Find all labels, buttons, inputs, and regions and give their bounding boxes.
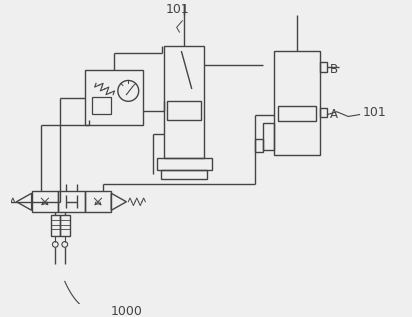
Bar xyxy=(58,191,85,212)
Text: 1000: 1000 xyxy=(110,305,142,317)
Bar xyxy=(157,158,212,170)
Bar xyxy=(60,215,70,236)
Bar xyxy=(162,170,207,179)
Bar xyxy=(274,51,320,155)
Bar xyxy=(320,62,327,72)
Bar xyxy=(278,106,316,121)
Text: 101: 101 xyxy=(165,3,189,16)
Bar xyxy=(92,97,111,113)
Text: A: A xyxy=(330,108,338,121)
Bar xyxy=(320,108,327,117)
Text: B: B xyxy=(330,62,338,75)
Bar xyxy=(85,191,111,212)
Bar xyxy=(51,215,60,236)
Bar xyxy=(263,123,274,150)
Bar xyxy=(255,139,263,152)
Bar xyxy=(167,101,201,120)
Bar xyxy=(164,46,204,158)
Bar xyxy=(32,191,58,212)
Bar xyxy=(85,70,143,125)
Text: 101: 101 xyxy=(363,107,386,120)
